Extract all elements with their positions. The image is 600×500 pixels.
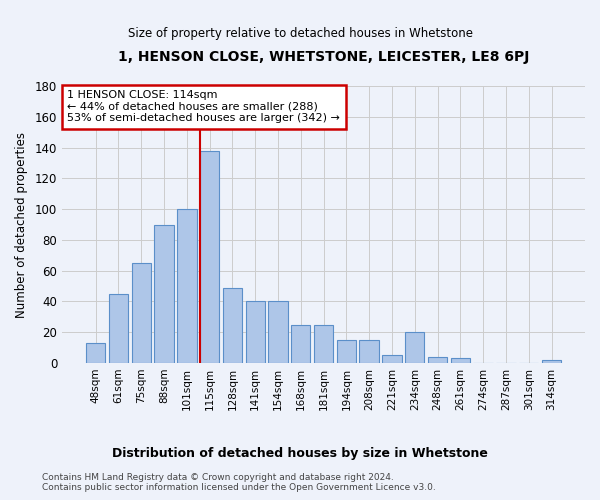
Bar bbox=[177, 209, 197, 363]
Bar bbox=[200, 150, 219, 363]
Bar bbox=[428, 357, 447, 363]
Bar bbox=[223, 288, 242, 363]
Bar bbox=[291, 324, 310, 363]
Bar bbox=[314, 324, 333, 363]
Text: 1 HENSON CLOSE: 114sqm
← 44% of detached houses are smaller (288)
53% of semi-de: 1 HENSON CLOSE: 114sqm ← 44% of detached… bbox=[67, 90, 340, 124]
Bar bbox=[382, 356, 401, 363]
Bar bbox=[131, 263, 151, 363]
Bar bbox=[109, 294, 128, 363]
Bar bbox=[337, 340, 356, 363]
Bar bbox=[542, 360, 561, 363]
Y-axis label: Number of detached properties: Number of detached properties bbox=[15, 132, 28, 318]
Text: Size of property relative to detached houses in Whetstone: Size of property relative to detached ho… bbox=[128, 28, 473, 40]
Bar bbox=[451, 358, 470, 363]
Bar bbox=[268, 302, 287, 363]
Bar bbox=[245, 302, 265, 363]
Bar bbox=[154, 224, 174, 363]
Title: 1, HENSON CLOSE, WHETSTONE, LEICESTER, LE8 6PJ: 1, HENSON CLOSE, WHETSTONE, LEICESTER, L… bbox=[118, 50, 529, 64]
Bar bbox=[405, 332, 424, 363]
Bar bbox=[359, 340, 379, 363]
Text: Contains HM Land Registry data © Crown copyright and database right 2024.: Contains HM Land Registry data © Crown c… bbox=[42, 472, 394, 482]
Bar bbox=[86, 343, 106, 363]
Text: Distribution of detached houses by size in Whetstone: Distribution of detached houses by size … bbox=[112, 448, 488, 460]
Text: Contains public sector information licensed under the Open Government Licence v3: Contains public sector information licen… bbox=[42, 482, 436, 492]
